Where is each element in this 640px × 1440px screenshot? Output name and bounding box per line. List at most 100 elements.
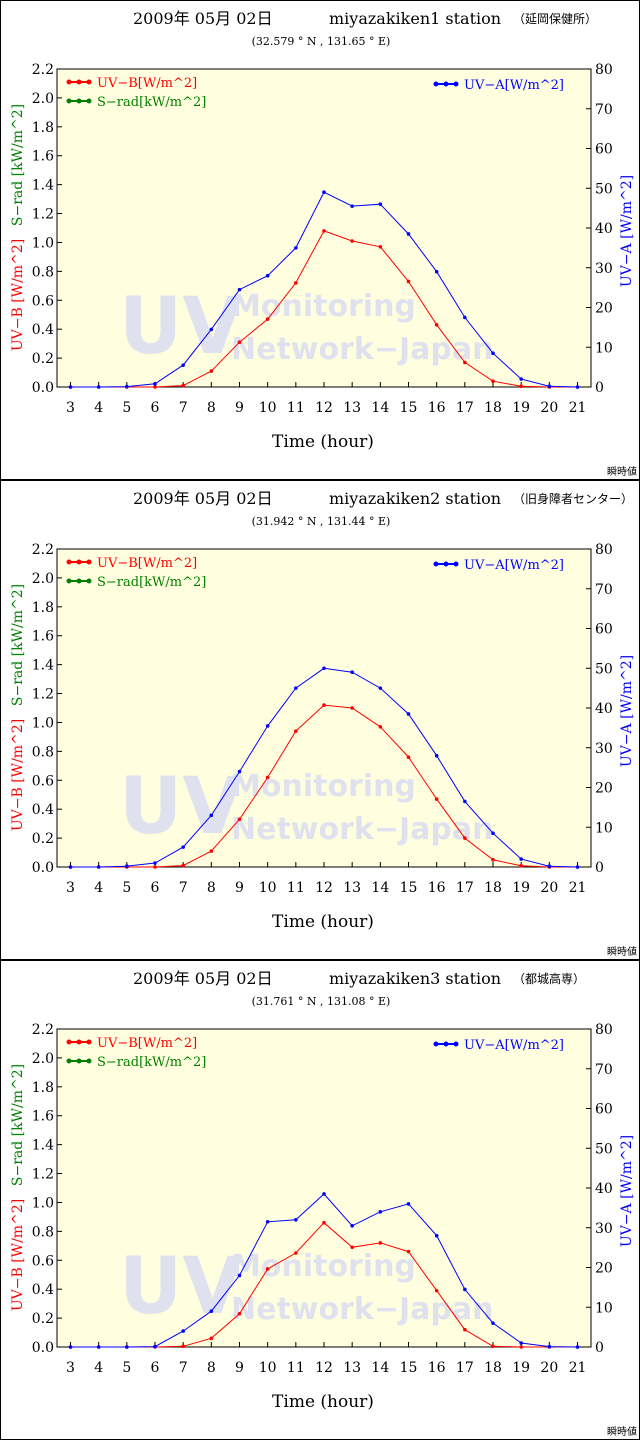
data-point-uva (237, 1273, 242, 1278)
watermark-monitoring: Monitoring (231, 1249, 416, 1284)
data-point-uva (378, 686, 383, 690)
right-tick-label: 40 (595, 221, 613, 237)
x-tick-label: 10 (259, 400, 277, 416)
legend-srad: S−rad[kW/m^2] (66, 95, 206, 110)
right-tick-label: 0 (595, 1340, 604, 1356)
date-title: 2009年 05月 02日 (133, 9, 273, 28)
data-point-uvb (350, 706, 354, 710)
chart-svg: 2009年 05月 02日 miyazakiken2 station （旧身障者セン… (10, 489, 637, 958)
x-tick-label: 5 (122, 1360, 131, 1376)
data-point-uva (153, 382, 157, 386)
footer-note: 瞬時値 (607, 945, 637, 958)
x-tick-label: 6 (151, 880, 160, 896)
data-point-uva (96, 865, 101, 869)
right-tick-label: 60 (595, 622, 613, 638)
data-point-uva (125, 1345, 129, 1349)
data-point-uvb (265, 775, 270, 780)
data-point-uvb (434, 323, 439, 327)
left-tick-label: 0.8 (32, 1224, 54, 1240)
left-tick-label: 0.2 (32, 1311, 54, 1327)
data-point-uvb (294, 281, 298, 285)
data-point-uvb (406, 755, 411, 759)
left-tick-label: 0.0 (32, 1340, 54, 1356)
legend-uva-marker (443, 561, 449, 567)
x-tick-label: 12 (315, 880, 333, 896)
data-point-uva (547, 864, 552, 869)
x-tick-label: 21 (569, 400, 587, 416)
data-point-uvb (294, 1251, 298, 1255)
watermark-network: Network−Japan (231, 1292, 494, 1327)
data-point-uva (265, 273, 270, 278)
data-point-uvb (237, 1311, 242, 1316)
right-tick-label: 20 (595, 781, 613, 797)
legend-srad-marker (66, 578, 72, 584)
x-tick-label: 21 (569, 1360, 587, 1376)
left-tick-label: 2.2 (32, 62, 54, 78)
right-tick-label: 40 (595, 701, 613, 717)
data-point-uvb (181, 863, 185, 868)
x-tick-label: 3 (66, 400, 75, 416)
x-tick-label: 5 (122, 880, 131, 896)
left-tick-label: 1.6 (32, 629, 54, 645)
plot-area (56, 68, 592, 388)
data-point-uvb (181, 1344, 185, 1349)
legend-srad-marker (86, 1058, 92, 1064)
left-tick-label: 0.4 (32, 322, 54, 338)
x-tick-label: 20 (540, 400, 558, 416)
x-tick-label: 19 (512, 400, 530, 416)
data-point-uvb (519, 864, 523, 868)
chart-svg: 2009年 05月 02日 miyazakiken1 station （延岡保健所）… (10, 9, 637, 478)
data-point-uva (519, 377, 523, 381)
x-tick-label: 17 (456, 1360, 474, 1376)
y-axis-label-srad: S−rad [kW/m^2] (10, 104, 26, 226)
x-tick-label: 19 (512, 1360, 530, 1376)
data-point-uvb (491, 857, 495, 862)
data-point-uvb (181, 383, 185, 388)
data-point-uvb (322, 229, 326, 233)
station-name: （都城高専） (513, 971, 585, 986)
x-tick-label: 4 (94, 880, 103, 896)
data-point-uva (406, 712, 411, 716)
chart-panel-3: 2009年 05月 02日 miyazakiken3 station （都城高専） (… (0, 960, 640, 1440)
legend-srad: S−rad[kW/m^2] (66, 1055, 206, 1070)
data-point-uva (491, 1321, 495, 1325)
data-point-uvb (294, 729, 298, 733)
x-tick-label: 20 (540, 1360, 558, 1376)
x-tick-label: 10 (259, 1360, 277, 1376)
data-point-uva (237, 769, 242, 774)
coords: (31.942 ° N , 131.44 ° E) (252, 515, 391, 528)
x-tick-label: 15 (400, 400, 418, 416)
data-point-uva (463, 315, 467, 320)
data-point-uva (181, 845, 185, 849)
x-tick-label: 8 (207, 1360, 216, 1376)
x-tick-label: 7 (179, 880, 188, 896)
chart-svg: 2009年 05月 02日 miyazakiken3 station （都城高専） (… (10, 969, 637, 1438)
data-point-uva (547, 384, 552, 389)
data-point-uva (68, 385, 73, 389)
station-title: miyazakiken2 station (329, 489, 501, 508)
station-name: （旧身障者センター） (513, 491, 633, 506)
watermark-uv: UV (119, 762, 243, 852)
legend-uvb-label: UV−B[W/m^2] (97, 556, 197, 571)
x-tick-label: 14 (371, 400, 389, 416)
x-tick-label: 6 (151, 400, 160, 416)
data-point-uva (575, 1345, 580, 1349)
legend-uvb-marker (86, 559, 92, 565)
left-tick-label: 0.4 (32, 1282, 54, 1298)
data-point-uvb (265, 317, 270, 321)
station-title: miyazakiken1 station (329, 9, 501, 28)
y-axis-label-uvb: UV−B [W/m^2] (10, 719, 26, 831)
x-tick-label: 10 (259, 880, 277, 896)
left-tick-label: 0.2 (32, 831, 54, 847)
legend-uva-marker (443, 81, 449, 87)
x-tick-label: 20 (540, 880, 558, 896)
legend-uvb-marker (66, 1039, 72, 1045)
x-tick-label: 4 (94, 1360, 103, 1376)
data-point-uva (463, 1287, 467, 1292)
data-point-uva (434, 1233, 439, 1238)
data-point-uvb (463, 836, 467, 840)
station-name: （延岡保健所） (513, 12, 597, 26)
x-tick-label: 16 (428, 400, 446, 416)
right-tick-label: 20 (595, 301, 613, 317)
